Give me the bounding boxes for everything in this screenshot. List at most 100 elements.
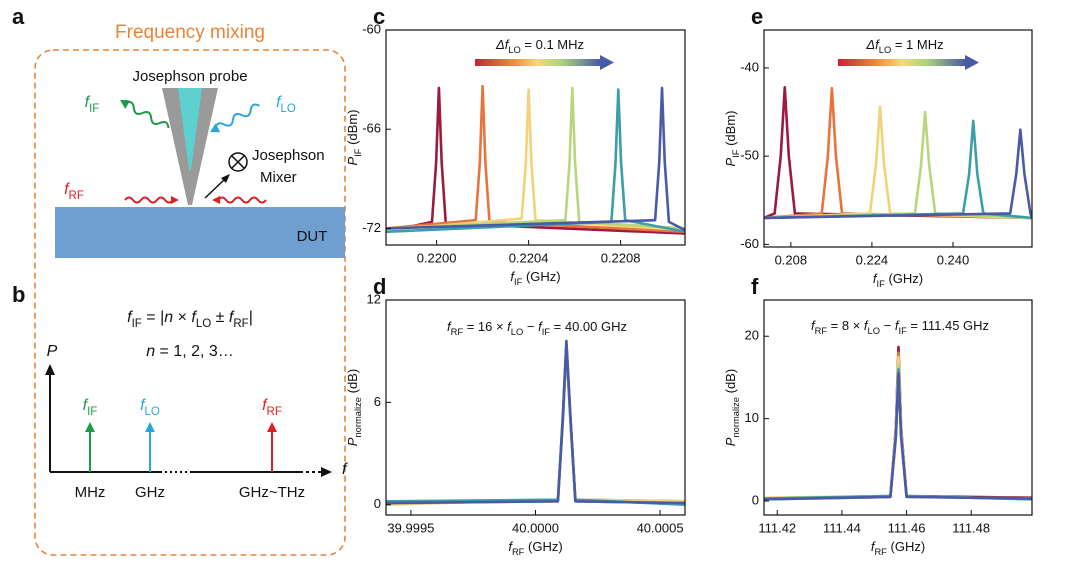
text-part: n bbox=[164, 309, 173, 326]
text-part: f bbox=[538, 319, 543, 334]
axis-label: P bbox=[47, 343, 58, 360]
text-part: Δ bbox=[865, 37, 875, 52]
text-part: LO bbox=[508, 45, 520, 55]
text-part: normalize bbox=[731, 397, 741, 438]
y-axis-label: Pnormalize (dB) bbox=[345, 369, 363, 446]
dut bbox=[55, 207, 345, 258]
text-part: RF bbox=[69, 190, 84, 202]
y-tick-label: 0 bbox=[374, 496, 381, 511]
text-part: − bbox=[523, 319, 538, 334]
text-part: (GHz) bbox=[887, 539, 925, 554]
pointer bbox=[204, 177, 227, 199]
text-part: n bbox=[146, 343, 155, 360]
unit-label: MHz bbox=[75, 484, 106, 501]
text-part: normalize bbox=[353, 397, 363, 438]
trace bbox=[764, 119, 1032, 220]
text-part: f bbox=[811, 318, 816, 333]
x-tick-label: 0.224 bbox=[856, 252, 889, 267]
x-axis-label: fRF (GHz) bbox=[508, 539, 562, 557]
axis-label: f bbox=[342, 461, 348, 478]
x-tick-label: 111.42 bbox=[758, 520, 796, 535]
if-wave bbox=[120, 100, 170, 129]
text-part: IF bbox=[877, 279, 886, 289]
trace bbox=[386, 339, 685, 505]
text-part: P bbox=[723, 437, 738, 446]
text-part: f bbox=[864, 318, 869, 333]
text-part: IF bbox=[898, 326, 907, 336]
text-part: IF bbox=[89, 103, 99, 115]
text-part: RF bbox=[267, 406, 282, 418]
text-part: RF bbox=[451, 327, 464, 337]
text-part: = 8 × bbox=[827, 318, 864, 333]
x-tick-label: 0.208 bbox=[775, 252, 808, 267]
mixer-symbol bbox=[228, 152, 248, 172]
text-part: f bbox=[447, 319, 452, 334]
text-part: LO bbox=[145, 406, 160, 418]
text-part: = 111.45 GHz bbox=[907, 318, 989, 333]
panel-label: c bbox=[373, 4, 385, 29]
text-part: f bbox=[127, 309, 133, 326]
wave-label: fLO bbox=[276, 94, 296, 115]
dut-label: DUT bbox=[297, 228, 328, 245]
trace bbox=[386, 343, 685, 505]
y-tick-label: -50 bbox=[740, 148, 759, 163]
y-axis-label: Pnormalize (dB) bbox=[723, 369, 741, 446]
text-part: (dB) bbox=[345, 369, 360, 397]
x-tick-label: 0.2204 bbox=[509, 250, 549, 265]
gradient-arrow bbox=[838, 59, 965, 66]
text-part: × bbox=[173, 309, 191, 326]
text-part: f bbox=[895, 318, 900, 333]
text-part: RF bbox=[874, 547, 887, 557]
text-part: f bbox=[505, 37, 510, 52]
arrow bbox=[85, 422, 95, 432]
text-part: f bbox=[83, 397, 89, 414]
trace bbox=[386, 343, 685, 507]
text-part: LO bbox=[281, 103, 296, 115]
gradient-arrow bbox=[600, 55, 614, 70]
formula: fIF = |n × fLO ± fRF| bbox=[127, 309, 253, 330]
text-part: ± bbox=[211, 309, 229, 326]
mixer-symbol bbox=[231, 155, 245, 169]
x-tick-label: 111.48 bbox=[952, 520, 990, 535]
text-part: = 1 MHz bbox=[891, 37, 943, 52]
text-part: f bbox=[875, 37, 880, 52]
arrow-label: fLO bbox=[140, 397, 160, 418]
text-part: IF bbox=[132, 318, 142, 330]
text-part: f bbox=[510, 269, 515, 284]
probe-label: Josephson probe bbox=[132, 68, 247, 85]
trace bbox=[386, 344, 685, 505]
trace bbox=[386, 341, 685, 505]
y-tick-label: -66 bbox=[362, 121, 381, 136]
text-part: RF bbox=[233, 318, 248, 330]
trace bbox=[386, 346, 685, 507]
trace bbox=[386, 88, 685, 232]
text-part: (GHz) bbox=[885, 271, 923, 286]
text-part: f bbox=[276, 94, 282, 111]
arrow bbox=[267, 422, 277, 432]
y-tick-label: 10 bbox=[745, 410, 759, 425]
text-part: f bbox=[64, 181, 70, 198]
text-part: f bbox=[262, 397, 268, 414]
text-part: (dBm) bbox=[345, 110, 360, 149]
annotation: fRF = 8 × fLO − fIF = 111.45 GHz bbox=[811, 318, 989, 336]
x-tick-label: 40.0000 bbox=[512, 520, 559, 535]
y-tick-label: 20 bbox=[745, 328, 759, 343]
diagram-title: Frequency mixing bbox=[115, 22, 265, 43]
text-part: | bbox=[249, 309, 253, 326]
text-part: (dBm) bbox=[723, 111, 738, 150]
wave-label: fRF bbox=[64, 181, 84, 202]
text-part: f bbox=[871, 539, 876, 554]
text-part: RF bbox=[512, 547, 525, 557]
text-part: − bbox=[880, 318, 895, 333]
trace bbox=[386, 86, 685, 232]
text-part: IF bbox=[731, 149, 741, 158]
gradient-arrow bbox=[965, 55, 979, 70]
frame bbox=[34, 49, 346, 556]
panel-label: b bbox=[12, 282, 25, 307]
text-part: (GHz) bbox=[522, 269, 560, 284]
rf-wave bbox=[212, 196, 267, 204]
y-tick-label: 12 bbox=[367, 291, 381, 306]
x-tick-label: 111.44 bbox=[823, 520, 861, 535]
text-part: f bbox=[229, 309, 235, 326]
